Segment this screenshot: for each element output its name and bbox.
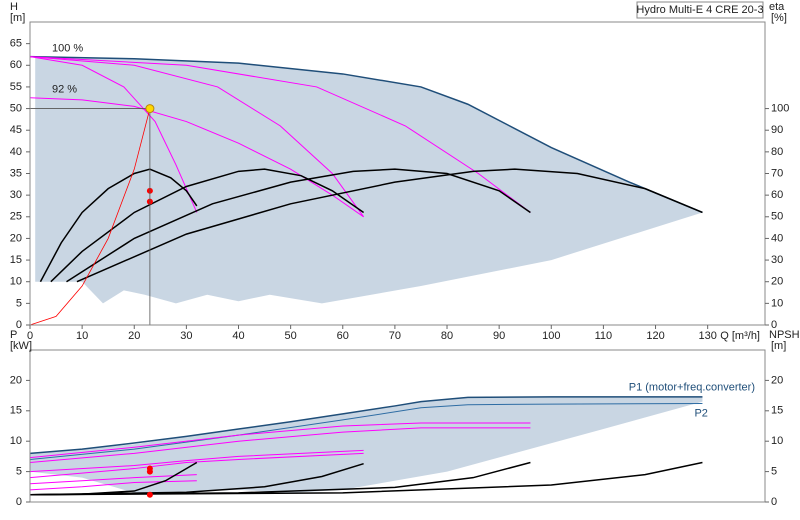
curve (29, 56, 198, 213)
x-tick-label: 130 (698, 330, 716, 342)
curve (29, 427, 531, 463)
y2-tick-label: 5 (771, 466, 777, 478)
y-tick-label: 10 (10, 435, 22, 447)
curve-label: 92 % (52, 84, 77, 96)
curve (39, 168, 198, 283)
x-tick-label: 120 (646, 330, 664, 342)
y-axis-label: P (10, 329, 17, 341)
y2-tick-label: 20 (771, 374, 783, 386)
y-tick-label: 60 (10, 59, 22, 71)
x-tick-label: 80 (441, 330, 453, 342)
curve (29, 56, 531, 213)
y-tick-label: 35 (10, 167, 22, 179)
curve (50, 168, 365, 283)
curve (29, 403, 703, 460)
y-tick-label: 45 (10, 124, 22, 136)
y2-tick-label: 60 (771, 189, 783, 201)
chart-title: Hydro Multi-E 4 CRE 20-3 (636, 4, 763, 16)
y-tick-label: 20 (10, 232, 22, 244)
y-tick-label: 5 (16, 297, 22, 309)
y-tick-label: 15 (10, 405, 22, 417)
y-tick-label: 15 (10, 254, 22, 266)
x-tick-label: 50 (285, 330, 297, 342)
y-tick-label: 20 (10, 374, 22, 386)
curve-label: P1 (motor+freq.converter) (629, 382, 755, 394)
y-axis-label: H (10, 1, 18, 13)
x-axis-label: Q [m³/h] (720, 330, 760, 342)
x-tick-label: 90 (493, 330, 505, 342)
x-tick-label: 20 (128, 330, 140, 342)
y2-tick-label: 70 (771, 167, 783, 179)
y2-tick-label: 10 (771, 435, 783, 447)
x-tick-label: 110 (595, 330, 613, 342)
y-axis-unit: [kW] (10, 340, 32, 352)
curve (29, 461, 703, 496)
y2-tick-label: 50 (771, 211, 783, 223)
curve (29, 396, 703, 455)
plot-frame (29, 349, 766, 503)
y2-tick-label: 90 (771, 124, 783, 136)
operating-point (146, 468, 153, 475)
y2-axis-unit: [%] (771, 12, 787, 24)
y-tick-label: 0 (16, 496, 22, 508)
y2-tick-label: 0 (771, 496, 777, 508)
curve (29, 449, 364, 473)
curve (29, 56, 365, 218)
title-box (636, 1, 764, 19)
y-tick-label: 0 (16, 319, 22, 331)
y-tick-label: 50 (10, 102, 22, 114)
y-axis-unit: [m] (10, 12, 25, 24)
x-tick-label: 70 (389, 330, 401, 342)
y-tick-label: 40 (10, 146, 22, 158)
curve (29, 474, 197, 485)
y-tick-label: 30 (10, 189, 22, 201)
y2-tick-label: 80 (771, 146, 783, 158)
y-tick-label: 5 (16, 466, 22, 478)
x-tick-label: 30 (180, 330, 192, 342)
y2-tick-label: 15 (771, 405, 783, 417)
curve (66, 168, 531, 283)
y2-tick-label: 100 (771, 102, 789, 114)
curve (29, 108, 151, 326)
curve (29, 422, 531, 459)
y2-axis-label: eta (769, 1, 785, 13)
curve (29, 97, 364, 218)
y-tick-label: 55 (10, 81, 22, 93)
curve (29, 452, 364, 479)
y2-tick-label: 0 (771, 319, 777, 331)
y-tick-label: 65 (10, 38, 22, 50)
y2-tick-label: 10 (771, 297, 783, 309)
x-tick-label: 40 (232, 330, 244, 342)
curve (29, 55, 703, 214)
operating-range (30, 56, 703, 304)
curve-label: P2 (694, 407, 707, 419)
operating-point (146, 491, 153, 498)
x-tick-label: 100 (542, 330, 560, 342)
y2-tick-label: 20 (771, 276, 783, 288)
y-tick-label: 25 (10, 211, 22, 223)
curve (76, 168, 703, 283)
x-tick-label: 10 (76, 330, 88, 342)
x-tick-label: 60 (337, 330, 349, 342)
y2-tick-label: 30 (771, 254, 783, 266)
y-tick-label: 10 (10, 276, 22, 288)
operating-point (145, 104, 155, 114)
y2-axis-unit: [m] (771, 340, 786, 352)
x-tick-label: 0 (27, 330, 33, 342)
curve (29, 480, 197, 491)
y2-tick-label: 40 (771, 232, 783, 244)
y2-axis-label: NPSH (769, 329, 800, 341)
operating-range (30, 396, 703, 493)
curve-label: 100 % (52, 43, 83, 55)
